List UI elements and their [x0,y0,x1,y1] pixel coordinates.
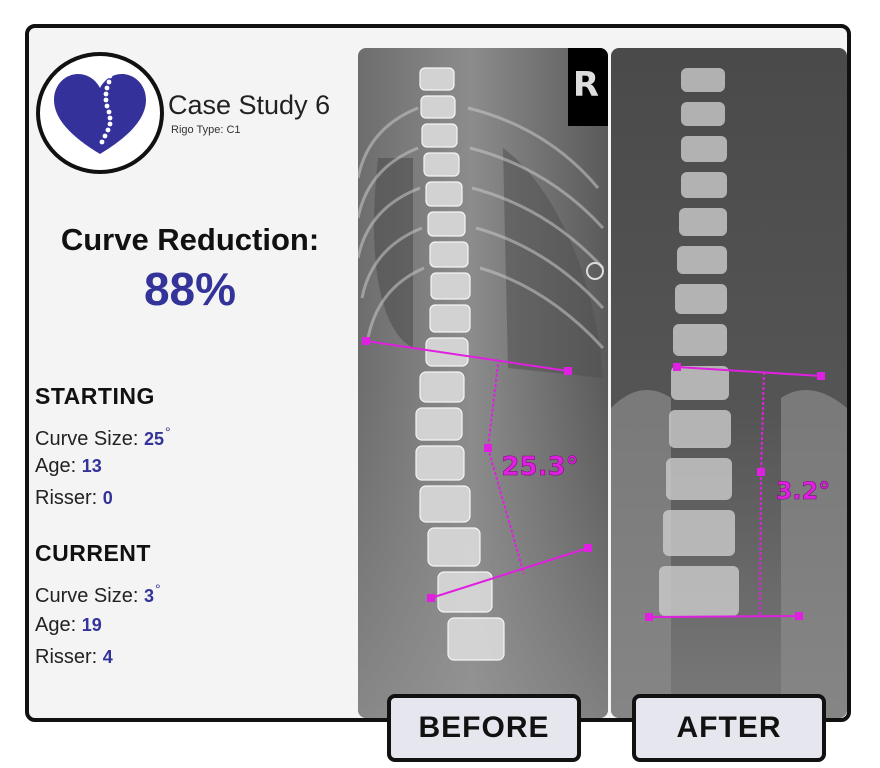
after-label: AFTER [632,694,826,762]
starting-degree-symbol: ° [164,424,171,440]
starting-risser-value: 0 [102,488,113,508]
before-xray-image: R 25.3° [358,48,608,718]
current-curve-label: Curve Size: [35,585,144,607]
curve-reduction-label: Curve Reduction: [60,222,320,257]
starting-curve-value: 25 [143,429,164,449]
current-curve-value: 3 [143,586,154,606]
current-heading: CURRENT [35,540,151,566]
current-age: Age: 19 [35,614,102,637]
before-angle-measurement: 25.3° [501,452,578,482]
starting-curve-label: Curve Size: [35,428,144,450]
current-risser-value: 4 [102,647,113,667]
current-curve-size: Curve Size: 3° [35,581,161,608]
starting-curve-size: Curve Size: 25° [35,424,171,451]
svg-text:R: R [573,65,599,105]
current-risser: Risser: 4 [35,646,113,669]
current-degree-symbol: ° [154,581,161,597]
current-age-label: Age: [35,614,82,636]
heart-spine-logo-icon [36,52,164,174]
case-study-title: Case Study 6 [168,90,331,120]
starting-age-value: 13 [81,456,102,476]
before-label: BEFORE [387,694,581,762]
after-xray-image: 3.2° [611,48,847,718]
starting-risser-label: Risser: [35,487,103,509]
starting-heading: STARTING [35,383,155,409]
current-age-value: 19 [81,615,102,635]
rigo-type-label: Rigo Type: C1 [171,124,241,136]
starting-age-label: Age: [35,455,82,477]
current-risser-label: Risser: [35,646,103,668]
starting-risser: Risser: 0 [35,487,113,510]
starting-age: Age: 13 [35,455,102,478]
curve-reduction-value: 88% [143,263,237,315]
after-angle-measurement: 3.2° [776,477,831,505]
